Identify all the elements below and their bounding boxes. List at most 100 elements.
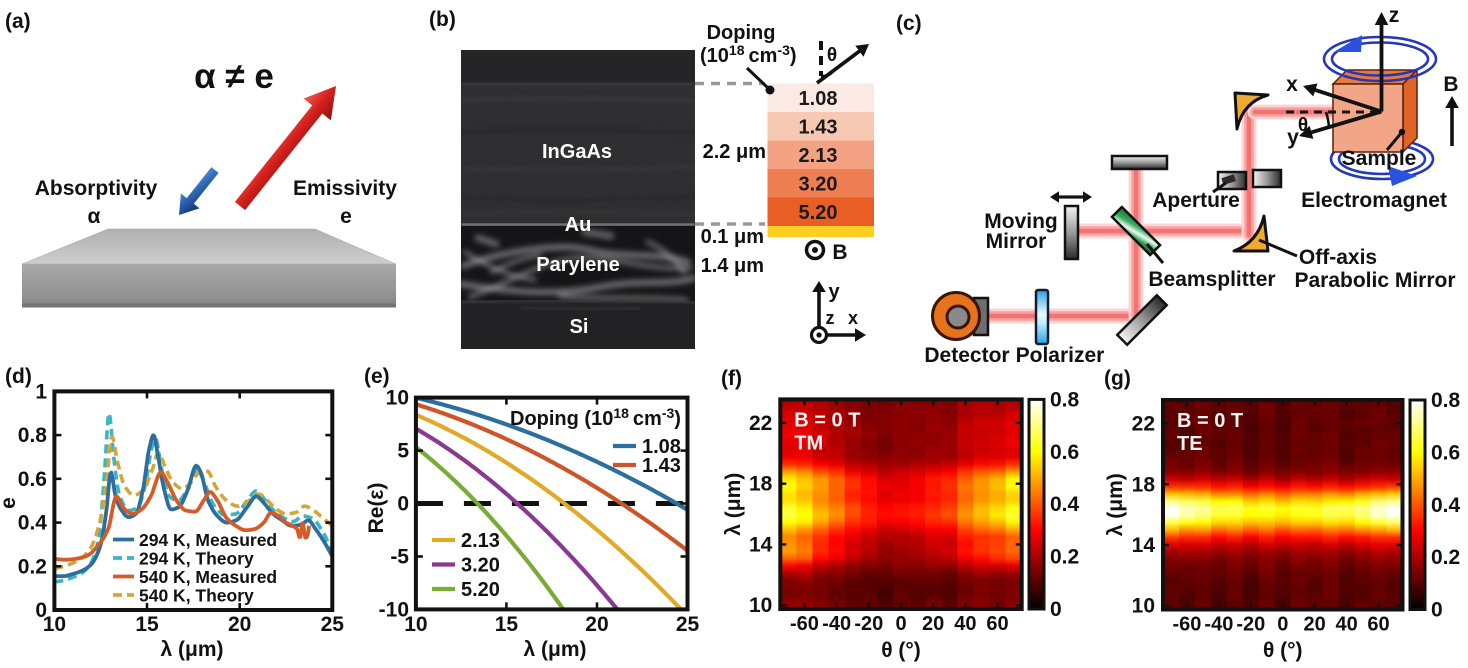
svg-text:0.4: 0.4 xyxy=(18,512,48,535)
svg-text:0.2: 0.2 xyxy=(1050,546,1079,569)
svg-text:λ (μm): λ (μm) xyxy=(1104,473,1127,536)
svg-text:TM: TM xyxy=(794,432,823,454)
svg-text:0.6: 0.6 xyxy=(1050,441,1079,464)
svg-text:15: 15 xyxy=(495,613,519,636)
svg-text:2.13: 2.13 xyxy=(461,530,500,552)
svg-text:1.4 μm: 1.4 μm xyxy=(701,255,764,277)
svg-text:Polarizer: Polarizer xyxy=(1016,344,1105,367)
svg-text:Beamsplitter: Beamsplitter xyxy=(1148,268,1275,291)
svg-text:14: 14 xyxy=(749,533,773,556)
svg-text:1: 1 xyxy=(35,380,47,403)
svg-text:Detector: Detector xyxy=(924,344,1009,367)
svg-text:1.08: 1.08 xyxy=(642,436,681,458)
svg-text:0.8: 0.8 xyxy=(1431,389,1461,412)
svg-text:B = 0 T: B = 0 T xyxy=(794,409,860,431)
svg-text:294 K, Measured: 294 K, Measured xyxy=(139,530,277,550)
svg-text:(g): (g) xyxy=(1104,367,1131,390)
svg-text:540 K, Theory: 540 K, Theory xyxy=(139,586,254,606)
svg-text:25: 25 xyxy=(321,613,345,636)
svg-text:20: 20 xyxy=(1304,614,1326,636)
svg-text:Absorptivity: Absorptivity xyxy=(35,177,158,200)
svg-text:0.6: 0.6 xyxy=(1431,441,1460,464)
svg-text:B = 0 T: B = 0 T xyxy=(1177,410,1243,432)
svg-text:InGaAs: InGaAs xyxy=(542,141,612,163)
svg-text:Si: Si xyxy=(570,316,589,338)
svg-text:θ (°): θ (°) xyxy=(1263,639,1303,662)
svg-text:3.20: 3.20 xyxy=(461,555,500,577)
svg-text:14: 14 xyxy=(1132,534,1156,557)
svg-text:λ (μm): λ (μm) xyxy=(722,473,745,536)
svg-text:0: 0 xyxy=(1050,598,1062,621)
svg-text:0.8: 0.8 xyxy=(1050,388,1080,411)
svg-text:(e): (e) xyxy=(364,365,390,388)
svg-text:3.20: 3.20 xyxy=(799,174,838,196)
svg-text:22: 22 xyxy=(1132,413,1155,436)
svg-text:0: 0 xyxy=(1277,614,1288,636)
svg-text:(c): (c) xyxy=(896,12,922,35)
svg-text:Off-axis: Off-axis xyxy=(1299,246,1377,269)
svg-text:λ (μm): λ (μm) xyxy=(523,638,586,661)
svg-text:x: x xyxy=(1286,73,1298,96)
svg-text:z: z xyxy=(826,308,835,328)
svg-text:60: 60 xyxy=(1367,614,1389,636)
svg-text:-60: -60 xyxy=(1172,614,1201,636)
svg-text:Moving: Moving xyxy=(984,210,1058,233)
svg-text:Re(ε): Re(ε) xyxy=(365,483,388,534)
svg-text:0: 0 xyxy=(35,599,47,622)
svg-text:10: 10 xyxy=(749,594,772,617)
svg-text:18: 18 xyxy=(749,473,773,496)
svg-text:λ (μm): λ (μm) xyxy=(160,638,223,661)
svg-text:TE: TE xyxy=(1177,433,1203,455)
svg-text:θ (°): θ (°) xyxy=(881,639,921,662)
svg-text:e: e xyxy=(340,205,352,228)
svg-text:10: 10 xyxy=(1132,595,1155,618)
svg-text:1.08: 1.08 xyxy=(799,88,838,110)
svg-text:y: y xyxy=(828,281,840,303)
svg-text:0: 0 xyxy=(397,493,409,516)
svg-text:Emissivity: Emissivity xyxy=(293,177,397,200)
svg-text:θ: θ xyxy=(1298,115,1308,136)
svg-text:(d): (d) xyxy=(5,365,32,388)
svg-text:294 K, Theory: 294 K, Theory xyxy=(139,549,254,569)
svg-text:α ≠ e: α ≠ e xyxy=(194,57,274,96)
svg-text:1.43: 1.43 xyxy=(642,455,681,477)
svg-text:-40: -40 xyxy=(1204,614,1233,636)
svg-text:z: z xyxy=(1389,4,1400,27)
svg-text:1.43: 1.43 xyxy=(799,117,838,139)
svg-text:5.20: 5.20 xyxy=(799,202,838,224)
svg-text:-20: -20 xyxy=(1236,614,1265,636)
svg-text:15: 15 xyxy=(135,613,159,636)
svg-text:e: e xyxy=(0,497,20,509)
svg-text:α: α xyxy=(88,205,101,228)
svg-text:10: 10 xyxy=(386,387,409,410)
svg-text:Au: Au xyxy=(565,214,592,236)
svg-text:-40: -40 xyxy=(822,613,851,635)
svg-text:20: 20 xyxy=(922,613,944,635)
svg-text:(b): (b) xyxy=(429,8,456,31)
svg-text:-20: -20 xyxy=(854,613,883,635)
svg-text:10: 10 xyxy=(43,613,66,636)
svg-text:0.1 μm: 0.1 μm xyxy=(701,226,764,248)
svg-text:B: B xyxy=(1443,73,1458,96)
svg-text:0.4: 0.4 xyxy=(1050,493,1080,516)
svg-text:Doping (1018 cm-3): Doping (1018 cm-3) xyxy=(510,405,681,430)
svg-text:22: 22 xyxy=(749,412,772,435)
svg-text:Doping: Doping xyxy=(707,22,776,44)
svg-text:Sample: Sample xyxy=(1342,147,1417,170)
svg-text:-10: -10 xyxy=(379,598,409,621)
svg-text:60: 60 xyxy=(986,613,1008,635)
svg-text:Aperture: Aperture xyxy=(1152,189,1240,212)
svg-text:0.2: 0.2 xyxy=(1431,546,1460,569)
svg-text:540 K, Measured: 540 K, Measured xyxy=(139,567,277,587)
svg-text:-5: -5 xyxy=(390,545,409,568)
svg-text:Parylene: Parylene xyxy=(536,254,619,276)
svg-text:5: 5 xyxy=(397,440,409,463)
svg-text:Mirror: Mirror xyxy=(986,230,1047,253)
svg-text:2.2 μm: 2.2 μm xyxy=(703,141,766,163)
svg-text:40: 40 xyxy=(1335,614,1357,636)
svg-text:Electromagnet: Electromagnet xyxy=(1301,189,1447,212)
svg-text:5.20: 5.20 xyxy=(461,579,500,601)
svg-text:(a): (a) xyxy=(5,10,31,33)
svg-text:0.6: 0.6 xyxy=(18,468,47,491)
svg-text:20: 20 xyxy=(585,613,608,636)
